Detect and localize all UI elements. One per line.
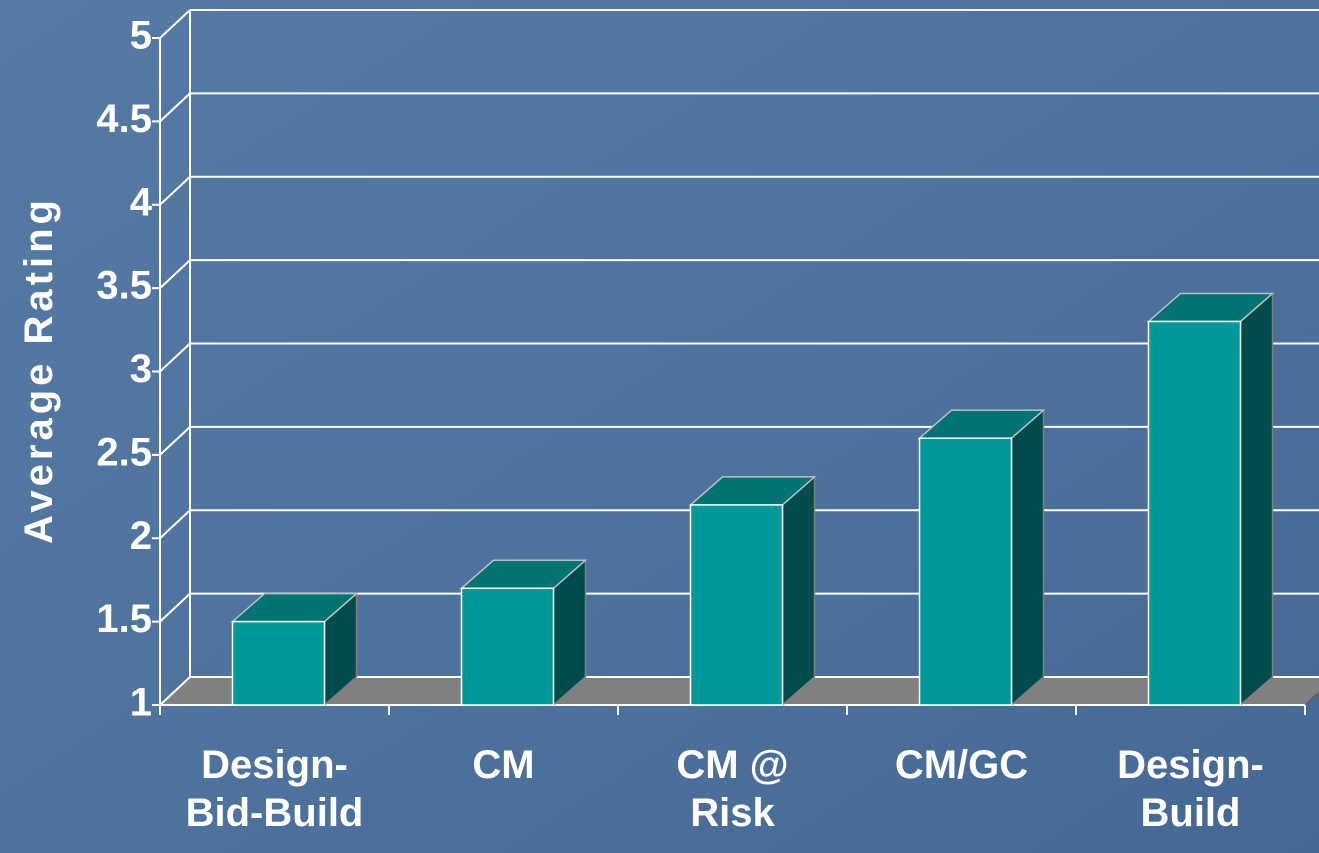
side-grid-line — [159, 592, 191, 623]
side-grid-line — [159, 342, 191, 373]
y-tick-label: 3 — [130, 347, 152, 391]
bar-front — [1147, 320, 1242, 706]
bar — [1146, 291, 1275, 707]
y-axis-label: Average Rating — [17, 196, 61, 544]
bar — [917, 408, 1046, 707]
y-tick-label: 1 — [130, 681, 152, 725]
bar-side — [1010, 408, 1045, 707]
side-grid-line — [159, 92, 191, 123]
y-tick-label: 2.5 — [96, 430, 152, 474]
bar-front — [689, 504, 784, 706]
y-tick-label: 2 — [130, 514, 152, 558]
x-tick-label: Design-Build — [1117, 743, 1264, 835]
y-tick-label: 1.5 — [96, 597, 152, 641]
bar — [459, 558, 588, 707]
side-grid-line — [159, 676, 191, 706]
y-tick-label: 4.5 — [96, 97, 152, 141]
plot-area: 1 1.5 2 2.5 3 3.5 4 4.5 5 Design-Bid-Build CM CM @ R… — [96, 9, 1319, 835]
y-tick-label: 3.5 — [96, 264, 152, 308]
bar-side — [781, 475, 816, 707]
y-tick-label: 5 — [130, 14, 152, 58]
bar — [688, 475, 817, 707]
side-grid-line — [159, 9, 191, 39]
side-grid-line — [159, 176, 191, 206]
bar-front — [460, 587, 555, 706]
bar-front — [231, 620, 326, 706]
side-grid-line — [159, 426, 191, 456]
x-tick-label: CM @ Risk — [676, 743, 788, 835]
x-tick-label: CM — [472, 743, 534, 787]
x-tick-label: Design-Bid-Build — [186, 743, 364, 835]
bar-side — [1239, 291, 1274, 707]
side-grid-line — [159, 509, 191, 539]
x-tick-label: CM/GC — [895, 743, 1028, 787]
y-tick-label: 4 — [130, 180, 153, 224]
bar-front — [918, 437, 1013, 706]
side-grid-line — [159, 259, 191, 289]
bar — [230, 591, 359, 707]
